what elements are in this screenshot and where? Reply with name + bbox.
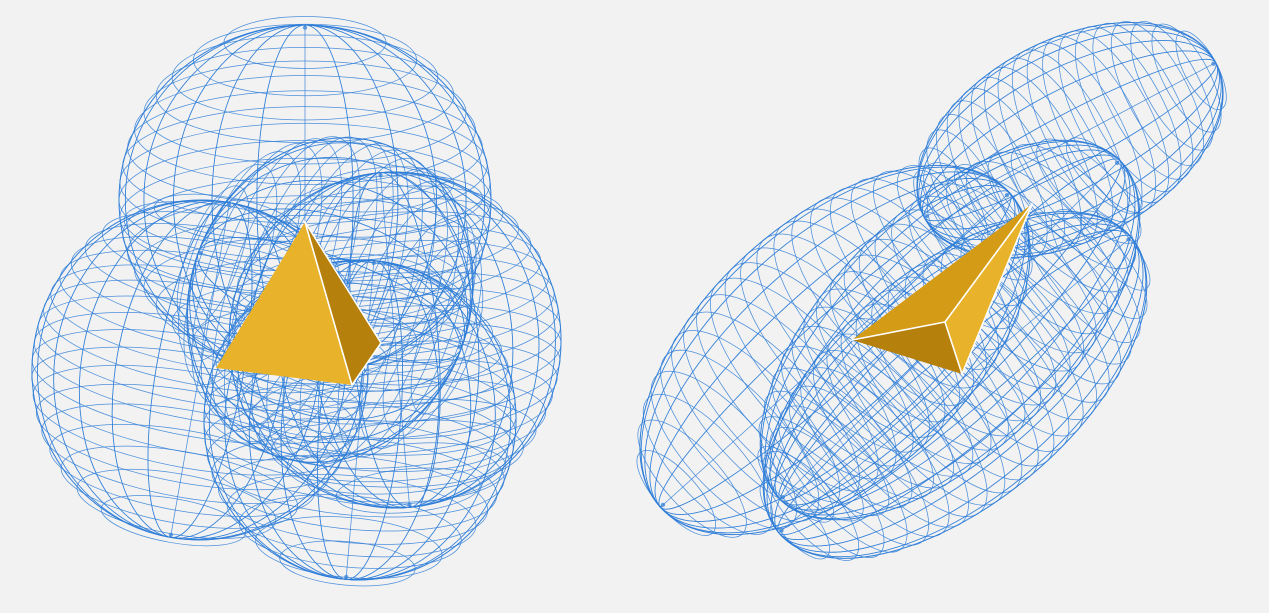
- right-ellipsoid-middle: [757, 137, 1143, 523]
- left-tetra-face-front: [216, 222, 352, 385]
- right-tetra-face-side: [945, 204, 1032, 374]
- right-panel: [636, 21, 1227, 561]
- right-ellipsoid-lower: [759, 209, 1151, 561]
- left-panel: [31, 16, 562, 587]
- right-ellipsoid-group: [636, 21, 1227, 561]
- left-tetra-face-side: [305, 222, 381, 385]
- left-tetrahedron: [216, 221, 382, 386]
- right-tetra-edge-2: [944, 203, 1033, 323]
- right-tetra-edge-4: [961, 203, 1033, 375]
- right-tetra-edge-3: [944, 321, 963, 375]
- right-ellipsoid-upper: [913, 21, 1227, 259]
- right-tetrahedron: [851, 203, 1033, 375]
- right-tetra-edge-1: [851, 321, 946, 341]
- left-tetra-edge-1: [304, 221, 353, 386]
- left-ellipsoid-left: [31, 193, 369, 547]
- left-tetra-edge-3: [351, 342, 382, 386]
- right-tetra-face-top: [852, 204, 1032, 340]
- left-tetra-edge-2: [304, 221, 382, 344]
